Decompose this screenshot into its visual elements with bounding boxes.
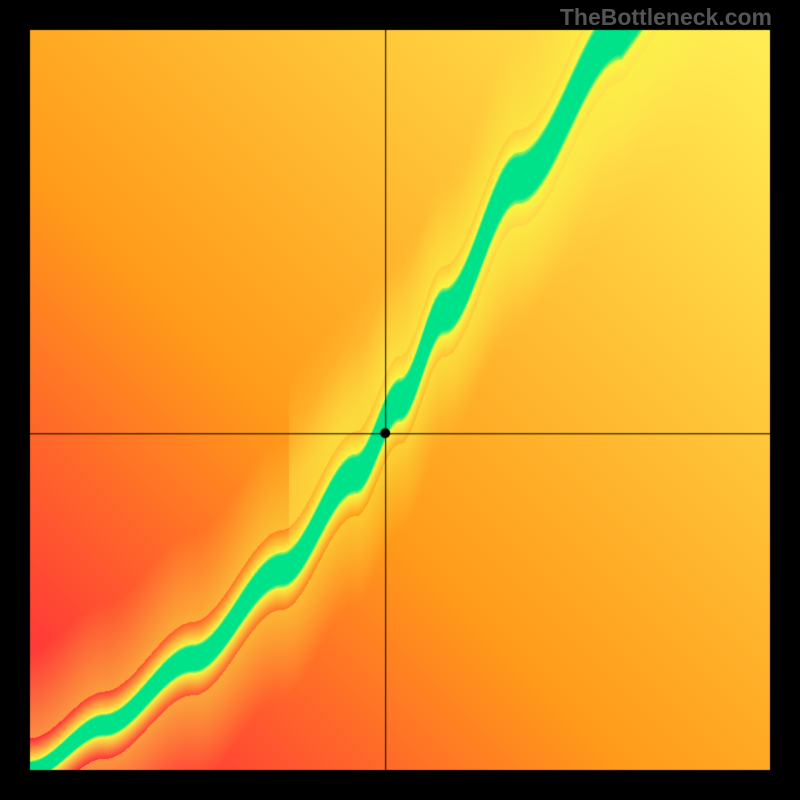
chart-container: TheBottleneck.com — [0, 0, 800, 800]
heatmap-canvas — [0, 0, 800, 800]
watermark-text: TheBottleneck.com — [560, 4, 772, 31]
